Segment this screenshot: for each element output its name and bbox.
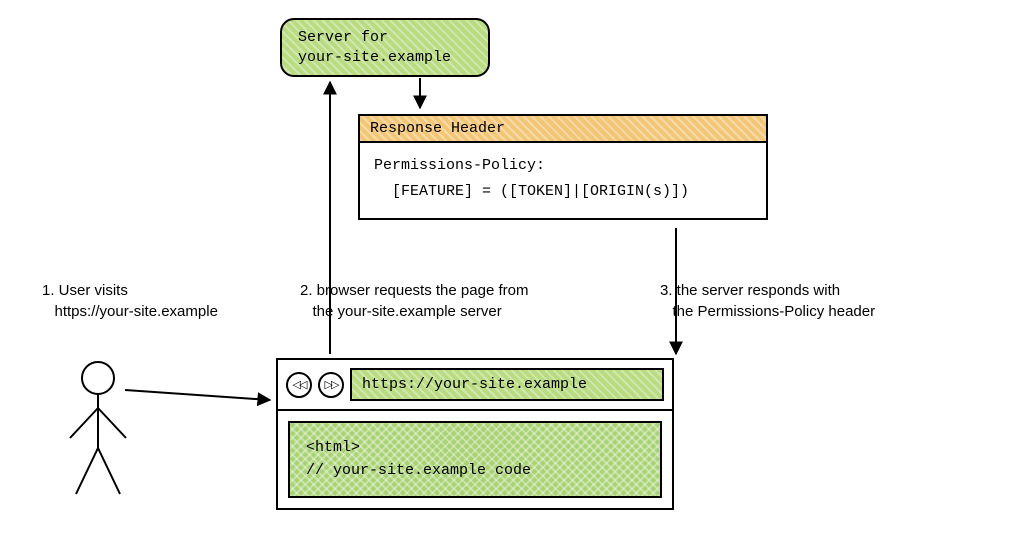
- caption-step2-line2: the your-site.example server: [300, 303, 502, 320]
- response-header-body: Permissions-Policy: [FEATURE] = ([TOKEN]…: [360, 143, 766, 218]
- browser-node: ◁◁ ▷▷ https://your-site.example <html> /…: [276, 358, 674, 510]
- caption-step2-line1: 2. browser requests the page from: [300, 282, 528, 299]
- response-header-line1: Permissions-Policy:: [374, 153, 752, 179]
- server-label-line2: your-site.example: [298, 48, 472, 68]
- code-line2: // your-site.example code: [306, 460, 644, 483]
- url-bar: https://your-site.example: [350, 368, 664, 401]
- caption-step3-line1: 3. the server responds with: [660, 282, 840, 299]
- response-header-title: Response Header: [360, 116, 766, 143]
- caption-step1: 1. User visits https://your-site.example: [42, 280, 282, 322]
- server-node: Server for your-site.example: [280, 18, 490, 77]
- edge-user-to-browser: [125, 390, 270, 400]
- response-header-node: Response Header Permissions-Policy: [FEA…: [358, 114, 768, 220]
- browser-body: <html> // your-site.example code: [278, 411, 672, 508]
- forward-icon: ▷▷: [318, 372, 344, 398]
- caption-step1-line2: https://your-site.example: [42, 303, 218, 320]
- caption-step1-line1: 1. User visits: [42, 282, 128, 299]
- code-panel: <html> // your-site.example code: [288, 421, 662, 498]
- response-header-line2: [FEATURE] = ([TOKEN]|[ORIGIN(s)]): [374, 179, 752, 205]
- caption-step3-line2: the Permissions-Policy header: [660, 303, 875, 320]
- back-icon: ◁◁: [286, 372, 312, 398]
- browser-toolbar: ◁◁ ▷▷ https://your-site.example: [278, 360, 672, 411]
- caption-step3: 3. the server responds with the Permissi…: [660, 280, 980, 322]
- caption-step2: 2. browser requests the page from the yo…: [300, 280, 620, 322]
- server-label-line1: Server for: [298, 28, 472, 48]
- user-icon: [70, 362, 126, 494]
- code-line1: <html>: [306, 437, 644, 460]
